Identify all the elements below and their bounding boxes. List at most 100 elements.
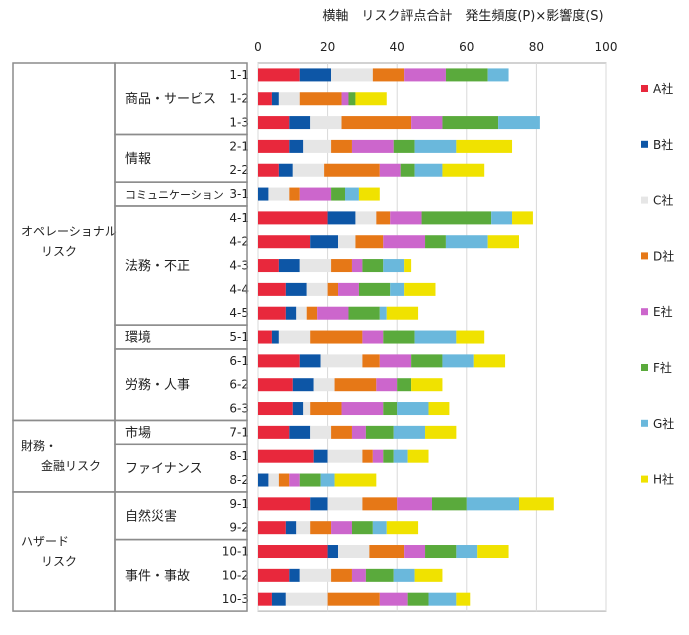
bar-segment [519, 497, 554, 511]
legend-entry: B社 [653, 137, 673, 152]
bar-segment [324, 163, 380, 177]
bar-segment [487, 235, 519, 249]
category-label: 10-3 [222, 592, 249, 606]
bar-segment [414, 139, 457, 153]
bar-segment [317, 306, 349, 320]
bar-segment [466, 497, 519, 511]
bar-segment [428, 592, 457, 606]
bar-segment [362, 354, 380, 368]
bar-segment [338, 282, 359, 296]
bar-segment [331, 521, 352, 535]
bar-segment [258, 378, 293, 392]
bar-segment [407, 449, 429, 463]
bar-segment [258, 473, 269, 487]
group-cell [12, 62, 116, 422]
bar-segment [271, 330, 279, 344]
subgroup-label: 労務・人事 [125, 378, 190, 393]
bar-segment [477, 545, 509, 559]
bar-segment [292, 402, 304, 416]
bar-segment [320, 473, 335, 487]
category-label: 8-1 [229, 449, 249, 463]
bar-segment [372, 521, 387, 535]
legend-swatch [641, 475, 648, 483]
legend-entry: F社 [653, 360, 672, 375]
bar-segment [383, 259, 405, 273]
bar-segment [372, 449, 384, 463]
category-label: 4-2 [229, 235, 249, 249]
bar-segment [306, 282, 328, 296]
category-label: 10-1 [222, 545, 249, 559]
bar-segment [258, 116, 290, 130]
bar-segment [404, 545, 426, 559]
category-label: 1-2 [229, 92, 249, 106]
bar-segment [445, 235, 488, 249]
bar-segment [351, 425, 366, 439]
bar-segment [310, 116, 342, 130]
bar-segment [383, 330, 415, 344]
bar-segment [369, 545, 405, 559]
bar-segment [362, 449, 373, 463]
x-tick-label: 80 [529, 40, 544, 54]
bar-segment [379, 163, 401, 177]
bar-segment [358, 187, 380, 201]
subgroup-label: 法務・不正 [125, 259, 190, 274]
bar-segment [258, 402, 293, 416]
subgroup-cell [114, 538, 248, 612]
bar-segment [299, 92, 342, 106]
category-label: 7-1 [229, 425, 249, 439]
bar-segment [345, 187, 359, 201]
bar-segment [289, 139, 304, 153]
bar-segment [351, 521, 373, 535]
bar-segment [258, 568, 290, 582]
bar-segment [296, 521, 311, 535]
bar-segment [397, 378, 412, 392]
category-label: 1-3 [229, 116, 249, 130]
bar-segment [271, 592, 286, 606]
bar-segment [278, 473, 290, 487]
bar-segment [383, 449, 394, 463]
bar-segment [456, 139, 513, 153]
category-label: 6-2 [229, 378, 249, 392]
bar-segment [310, 521, 332, 535]
bar-segment [348, 306, 380, 320]
bar-segment [327, 282, 339, 296]
bar-segment [258, 330, 272, 344]
bar-segment [397, 402, 429, 416]
bar-segment [404, 282, 436, 296]
legend-swatch [641, 196, 648, 204]
subgroup-label: 情報 [125, 152, 151, 167]
subgroup-label: コミュニケーション [125, 189, 224, 202]
bar-segment [379, 354, 412, 368]
chart-title: 横軸 リスク評点合計 発生頻度(P)×影響度(S) [322, 8, 603, 24]
bar-segment [407, 592, 429, 606]
subgroup-label: 事件・事故 [125, 569, 190, 584]
subgroup-label: 市場 [125, 425, 151, 441]
bar-segment [258, 521, 286, 535]
legend-entry: G社 [653, 416, 674, 431]
category-label: 6-3 [229, 402, 249, 416]
bar-segment [487, 68, 509, 82]
bar-segment [383, 402, 398, 416]
subgroup-label: 自然災害 [125, 508, 177, 524]
bar-segment [327, 545, 339, 559]
bar-segment [365, 568, 394, 582]
bar-segment [268, 187, 290, 201]
bar-segment [320, 354, 363, 368]
bar-segment [348, 92, 356, 106]
bar-segment [258, 306, 286, 320]
category-label: 9-1 [229, 497, 249, 511]
bar-segment [456, 592, 471, 606]
bar-segment [292, 163, 325, 177]
bar-segment [390, 211, 422, 225]
category-label: 8-2 [229, 473, 249, 487]
bar-segment [310, 235, 339, 249]
bar-segment [512, 211, 533, 225]
group-label: ハザードリスク [21, 535, 77, 569]
bar-segment [442, 116, 499, 130]
x-tick-label: 20 [320, 40, 335, 54]
bar-segment [372, 68, 405, 82]
bar-segment [393, 449, 408, 463]
bar-segment [376, 211, 391, 225]
x-tick-label: 0 [254, 40, 262, 54]
category-label: 10-2 [222, 568, 249, 582]
